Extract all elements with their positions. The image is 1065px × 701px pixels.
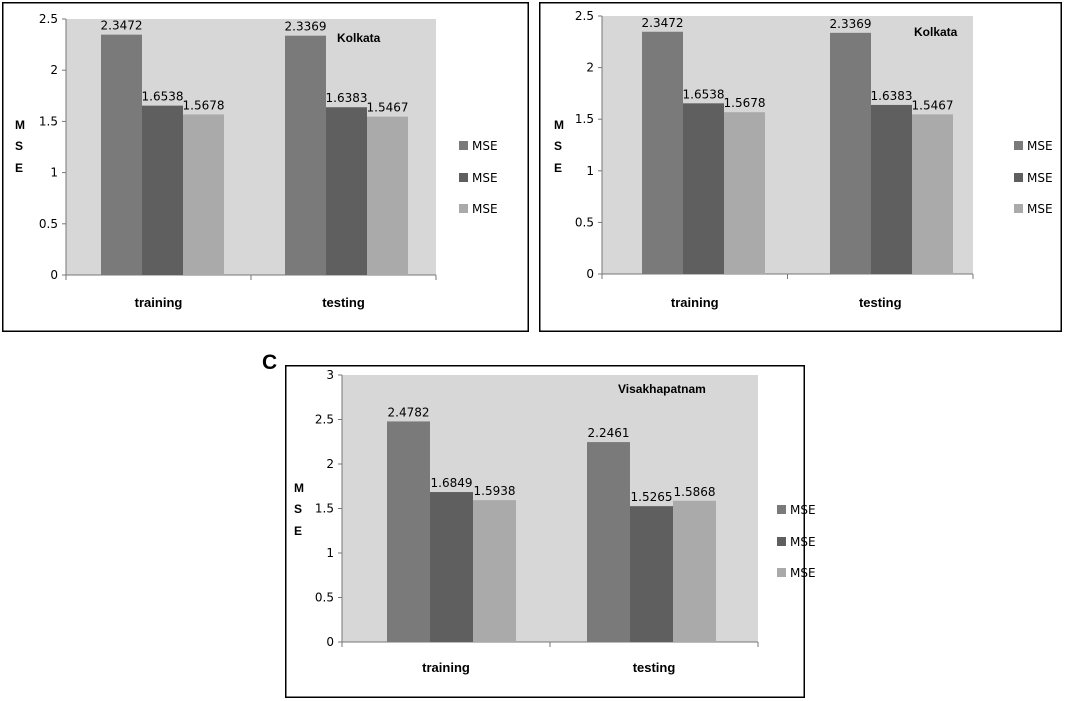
category-label: testing — [633, 660, 676, 675]
bar — [871, 104, 912, 275]
data-label: 2.3369 — [830, 17, 872, 31]
legend-label: MSE — [1027, 139, 1053, 153]
y-tick-label: 0 — [586, 267, 594, 281]
legend-label: MSE — [790, 566, 816, 580]
bar — [683, 103, 724, 274]
y-tick-label: 1.5 — [39, 114, 58, 128]
legend-swatch — [1014, 141, 1023, 150]
y-axis-label: S — [294, 502, 302, 516]
bar — [642, 31, 683, 274]
legend-swatch — [459, 173, 468, 182]
y-axis-label: M — [15, 118, 25, 132]
category-label: testing — [322, 295, 365, 310]
y-tick-label: 1 — [586, 164, 594, 178]
data-label: 1.6849 — [431, 476, 473, 490]
legend-swatch — [777, 505, 786, 514]
data-label: 2.2461 — [588, 426, 630, 440]
legend-label: MSE — [790, 503, 816, 517]
data-label: 1.5678 — [183, 98, 225, 112]
y-tick-label: 2.5 — [315, 413, 334, 427]
panel-letter: C — [262, 351, 278, 374]
data-label: 1.5467 — [367, 101, 409, 115]
legend-label: MSE — [472, 171, 498, 185]
chart-annotation: Visakhapatnam — [618, 382, 706, 396]
bar — [101, 34, 142, 275]
data-label: 1.5467 — [912, 98, 954, 112]
y-tick-label: 0.5 — [575, 215, 594, 229]
category-label: training — [671, 295, 719, 310]
bar — [473, 500, 516, 642]
legend-swatch — [1014, 204, 1023, 213]
data-label: 1.6538 — [683, 87, 725, 101]
bar — [183, 114, 224, 276]
chart-annotation: Kolkata — [337, 31, 381, 45]
data-label: 2.4782 — [388, 405, 430, 419]
y-axis-label: S — [554, 139, 562, 153]
y-tick-label: 1.5 — [315, 502, 334, 516]
y-tick-label: 3 — [326, 368, 334, 382]
y-axis-label: M — [294, 481, 304, 495]
bar — [673, 500, 716, 642]
legend-swatch — [459, 204, 468, 213]
chart-annotation: Kolkata — [914, 25, 958, 39]
legend-label: MSE — [1027, 202, 1053, 216]
data-label: 2.3472 — [642, 16, 684, 30]
y-tick-label: 1 — [326, 546, 334, 560]
legend-label: MSE — [472, 202, 498, 216]
bar — [830, 32, 871, 274]
y-tick-label: 0.5 — [39, 217, 58, 231]
y-tick-label: 2 — [326, 457, 334, 471]
bar — [285, 35, 326, 275]
bar — [326, 107, 367, 275]
category-label: training — [422, 660, 470, 675]
data-label: 1.5868 — [674, 485, 716, 499]
data-label: 1.6538 — [142, 90, 184, 104]
legend-swatch — [459, 141, 468, 150]
legend-label: MSE — [790, 535, 816, 549]
data-label: 1.5678 — [724, 96, 766, 110]
y-axis-label: M — [554, 118, 564, 132]
legend-label: MSE — [472, 139, 498, 153]
y-tick-label: 1.5 — [575, 112, 594, 126]
y-tick-label: 0.5 — [315, 591, 334, 605]
y-tick-label: 1 — [50, 166, 58, 180]
legend-swatch — [777, 568, 786, 577]
data-label: 1.6383 — [871, 89, 913, 103]
y-tick-label: 0 — [50, 268, 58, 282]
bar — [430, 492, 473, 642]
data-label: 1.6383 — [326, 91, 368, 105]
bar — [630, 506, 673, 642]
legend-swatch — [1014, 173, 1023, 182]
bar — [367, 116, 408, 275]
legend-label: MSE — [1027, 171, 1053, 185]
y-tick-label: 2 — [50, 63, 58, 77]
data-label: 2.3472 — [101, 19, 143, 33]
bar — [387, 421, 430, 642]
y-axis-label: E — [554, 161, 562, 175]
bar — [912, 114, 953, 275]
bar — [587, 442, 630, 642]
category-label: training — [135, 295, 183, 310]
bar — [724, 112, 765, 275]
bar — [142, 105, 183, 275]
y-tick-label: 2.5 — [575, 9, 594, 23]
data-label: 1.5938 — [474, 484, 516, 498]
legend-swatch — [777, 537, 786, 546]
y-axis-label: E — [294, 524, 302, 538]
y-tick-label: 0 — [326, 635, 334, 649]
y-axis-label: S — [15, 139, 23, 153]
y-axis-label: E — [15, 161, 23, 175]
category-label: testing — [859, 295, 902, 310]
y-tick-label: 2 — [586, 61, 594, 75]
data-label: 2.3369 — [285, 20, 327, 34]
y-tick-label: 2.5 — [39, 12, 58, 26]
data-label: 1.5265 — [631, 490, 673, 504]
